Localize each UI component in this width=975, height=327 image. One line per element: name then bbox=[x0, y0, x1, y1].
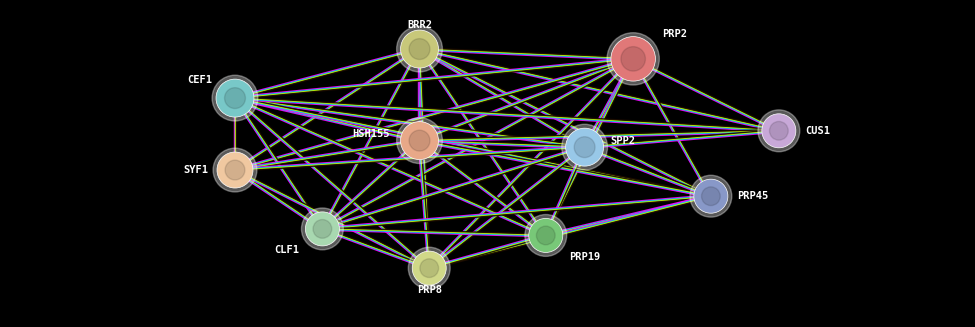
Text: CEF1: CEF1 bbox=[187, 75, 213, 85]
Circle shape bbox=[607, 33, 659, 85]
Circle shape bbox=[690, 175, 732, 217]
Circle shape bbox=[420, 259, 439, 278]
Circle shape bbox=[213, 75, 257, 121]
Text: CUS1: CUS1 bbox=[805, 126, 830, 136]
Text: CLF1: CLF1 bbox=[275, 245, 299, 255]
Text: BRR2: BRR2 bbox=[407, 20, 432, 29]
Text: PRP2: PRP2 bbox=[663, 29, 687, 39]
Circle shape bbox=[225, 160, 245, 180]
Circle shape bbox=[216, 79, 254, 117]
Text: PRP45: PRP45 bbox=[737, 191, 768, 201]
Circle shape bbox=[410, 39, 430, 60]
Text: HSH155: HSH155 bbox=[353, 129, 390, 139]
Circle shape bbox=[412, 251, 447, 285]
Circle shape bbox=[761, 114, 796, 148]
Text: SPP2: SPP2 bbox=[610, 136, 636, 146]
Text: SYF1: SYF1 bbox=[184, 165, 209, 175]
Circle shape bbox=[224, 88, 246, 109]
Text: PRP19: PRP19 bbox=[568, 252, 600, 262]
Circle shape bbox=[611, 37, 655, 81]
Circle shape bbox=[758, 110, 800, 152]
Circle shape bbox=[397, 118, 443, 164]
Circle shape bbox=[566, 128, 604, 166]
Circle shape bbox=[409, 247, 450, 289]
Circle shape bbox=[313, 219, 332, 238]
Circle shape bbox=[694, 179, 728, 213]
Text: PRP8: PRP8 bbox=[416, 285, 442, 295]
Circle shape bbox=[401, 122, 439, 160]
Circle shape bbox=[621, 47, 645, 71]
Circle shape bbox=[528, 218, 563, 252]
Circle shape bbox=[401, 30, 439, 68]
Circle shape bbox=[301, 208, 343, 250]
Circle shape bbox=[217, 152, 253, 188]
Circle shape bbox=[410, 130, 430, 151]
Circle shape bbox=[769, 121, 788, 140]
Circle shape bbox=[536, 226, 555, 245]
Circle shape bbox=[574, 137, 595, 158]
Circle shape bbox=[214, 148, 256, 192]
Circle shape bbox=[397, 26, 443, 72]
Circle shape bbox=[702, 187, 721, 206]
Circle shape bbox=[562, 124, 607, 170]
Circle shape bbox=[525, 215, 566, 256]
Circle shape bbox=[305, 212, 339, 246]
